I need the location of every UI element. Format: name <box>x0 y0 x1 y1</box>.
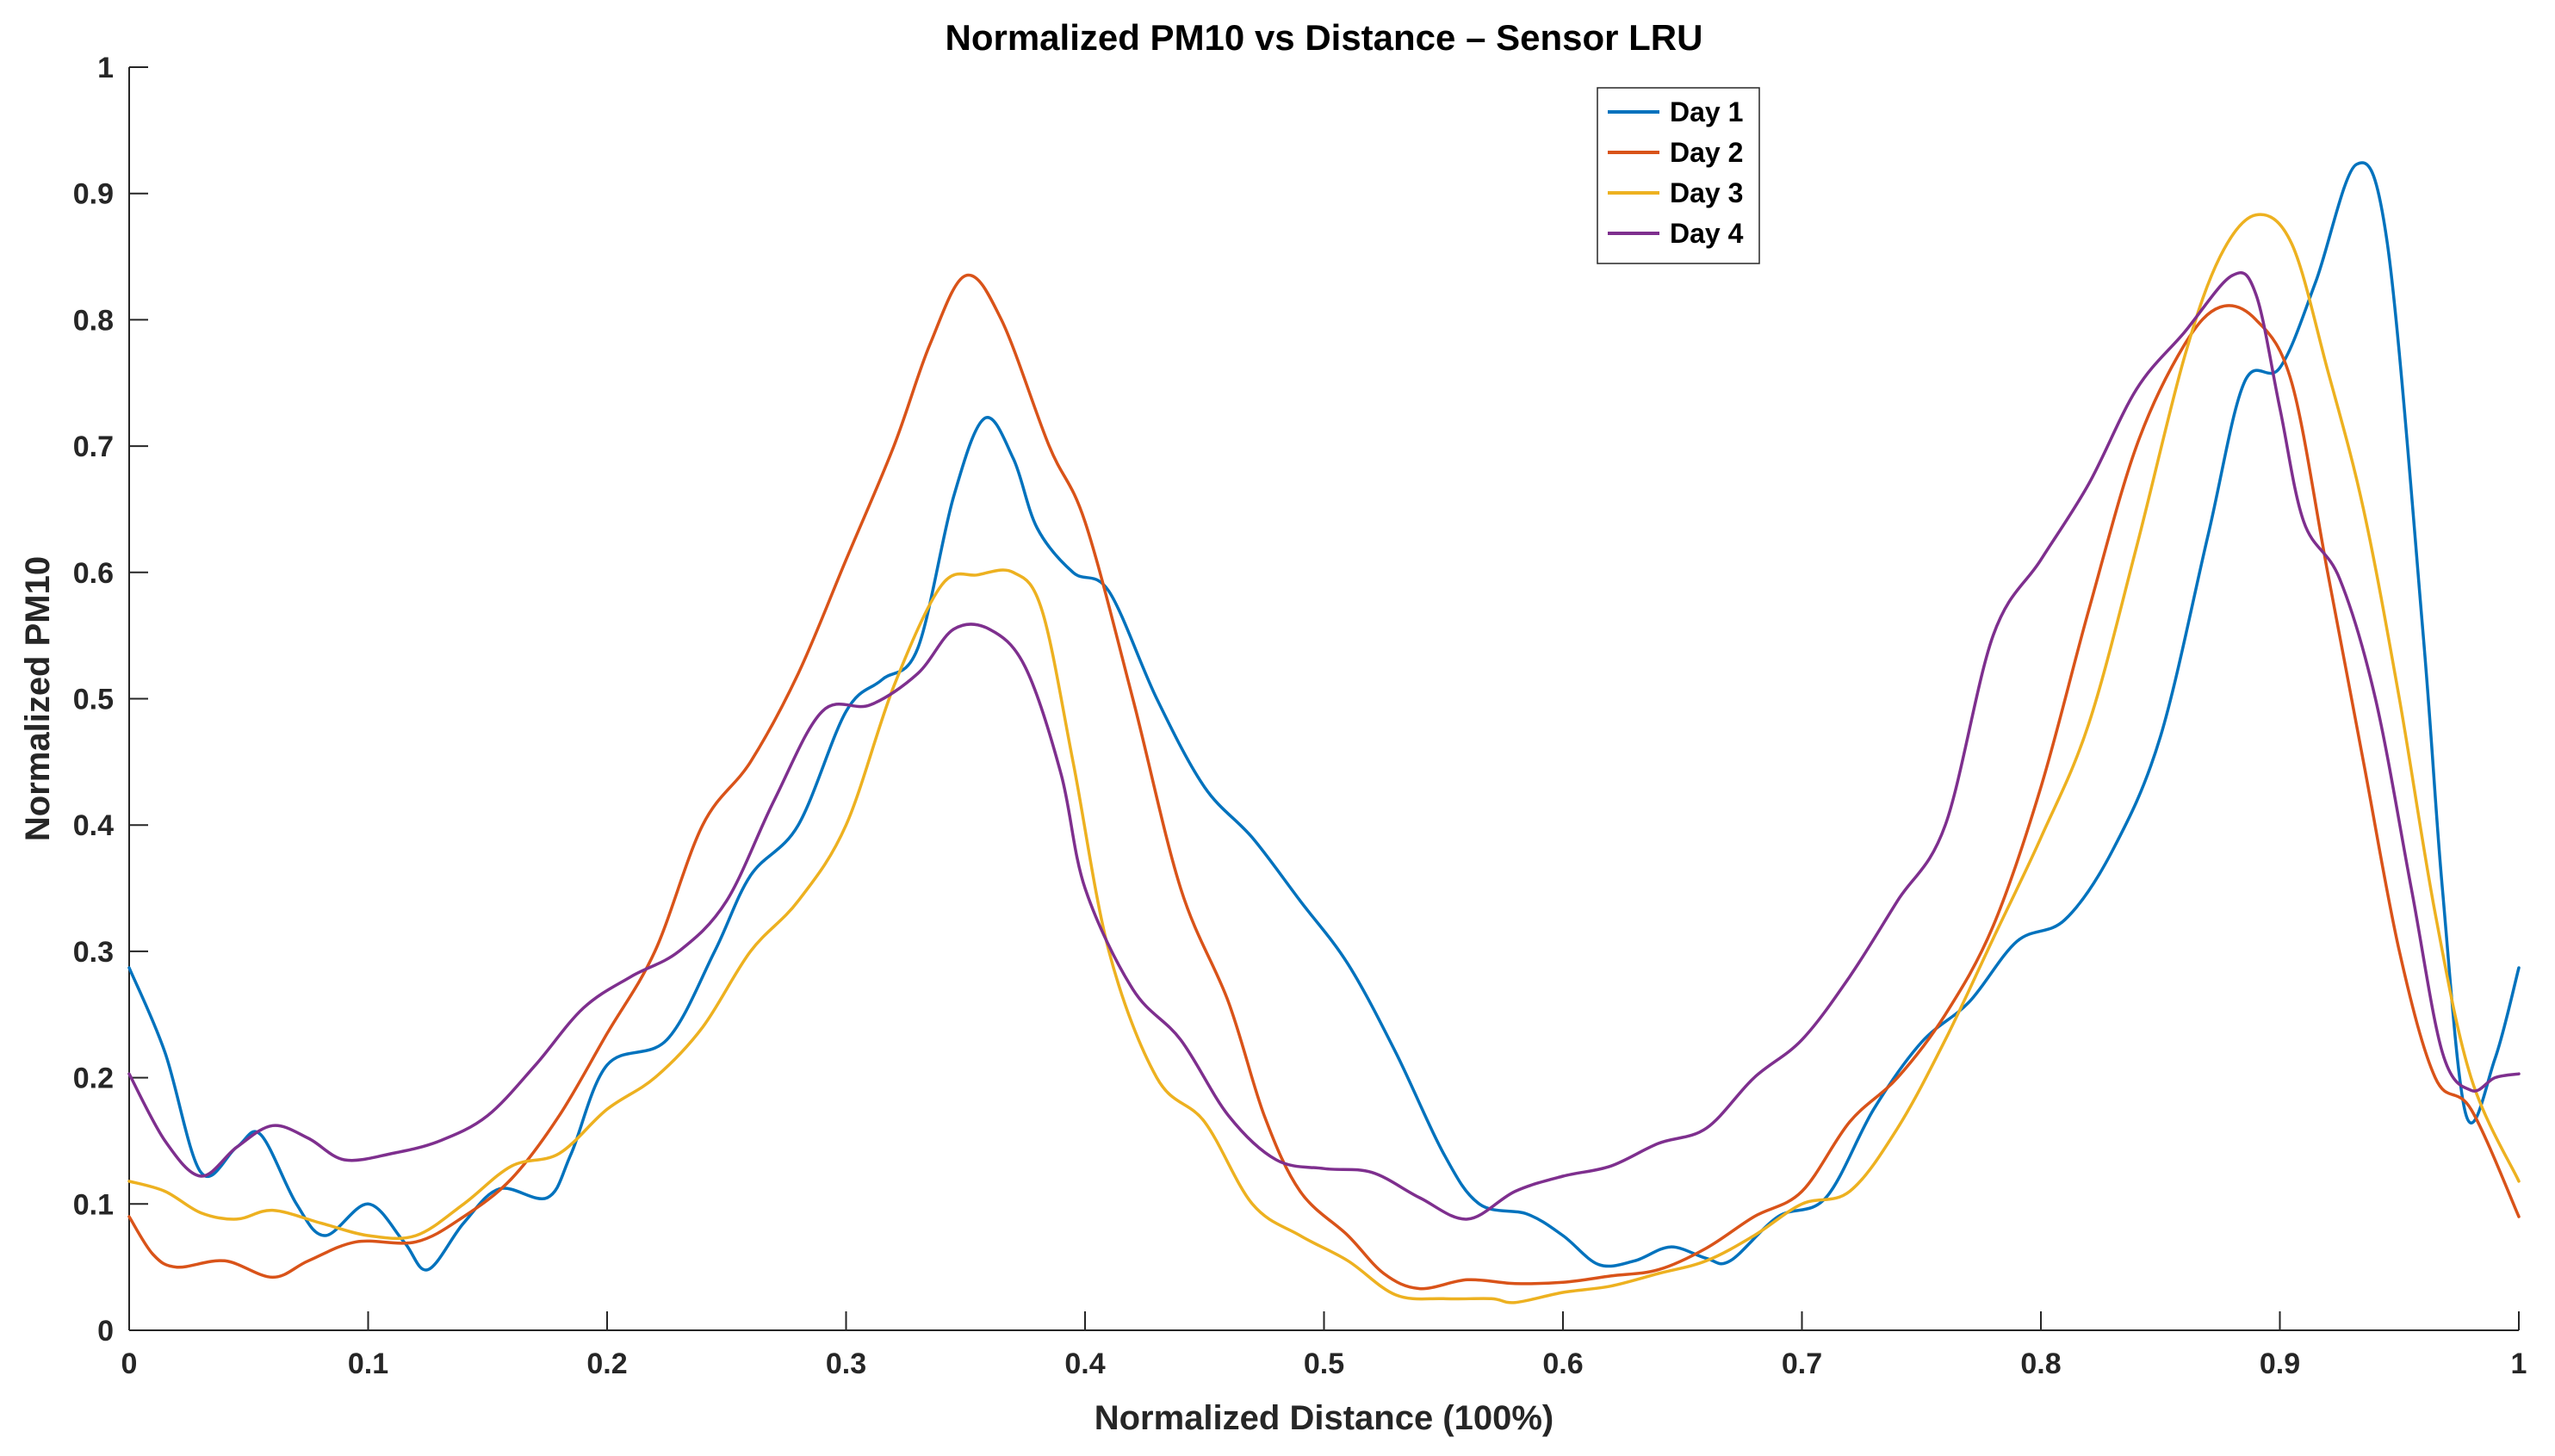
y-tick-label: 0.8 <box>73 304 114 337</box>
chart-title: Normalized PM10 vs Distance – Sensor LRU <box>946 17 1703 58</box>
x-tick-label: 0.3 <box>826 1348 866 1380</box>
y-tick-label: 0.3 <box>73 936 114 969</box>
y-tick-label: 0.5 <box>73 684 114 716</box>
y-tick-label: 0.4 <box>73 809 114 842</box>
legend-label: Day 3 <box>1670 177 1743 208</box>
x-tick-label: 0.5 <box>1304 1348 1344 1380</box>
x-tick-label: 0.2 <box>586 1348 627 1380</box>
y-tick-label: 0.9 <box>73 178 114 211</box>
y-tick-label: 0 <box>97 1315 114 1348</box>
y-axis-label: Normalized PM10 <box>19 556 57 841</box>
legend-label: Day 1 <box>1670 96 1743 127</box>
x-tick-label: 0.9 <box>2260 1348 2300 1380</box>
x-tick-label: 0.7 <box>1782 1348 1822 1380</box>
series-line-day-3 <box>127 213 2521 1304</box>
x-tick-label: 0.4 <box>1064 1348 1105 1380</box>
legend-label: Day 4 <box>1670 218 1744 249</box>
legend-label: Day 2 <box>1670 137 1743 168</box>
x-tick-label: 0.1 <box>348 1348 388 1380</box>
x-axis-label: Normalized Distance (100%) <box>1095 1399 1554 1437</box>
y-tick-label: 0.2 <box>73 1063 114 1095</box>
series-line-day-4 <box>127 271 2521 1221</box>
y-tick-label: 0.6 <box>73 557 114 590</box>
y-tick-label: 0.1 <box>73 1188 114 1221</box>
series-lines <box>127 161 2521 1304</box>
legend: Day 1 Day 2 Day 3 Day 4 <box>1597 87 1760 264</box>
legend-box <box>1597 87 1760 264</box>
y-tick-label: 1 <box>97 52 114 84</box>
x-tick-label: 1 <box>2511 1348 2527 1380</box>
series-line-day-2 <box>127 273 2521 1291</box>
x-tick-label: 0.6 <box>1542 1348 1583 1380</box>
x-tick-label: 0.8 <box>2020 1348 2061 1380</box>
axes: 0 0.1 0.2 0.3 0.4 0.5 0.6 0.7 0.8 0.9 1 0 0.1 0.2 0.3 0… <box>73 52 2527 1380</box>
y-tick-label: 0.7 <box>73 431 114 463</box>
x-tick-label: 0 <box>121 1348 138 1380</box>
